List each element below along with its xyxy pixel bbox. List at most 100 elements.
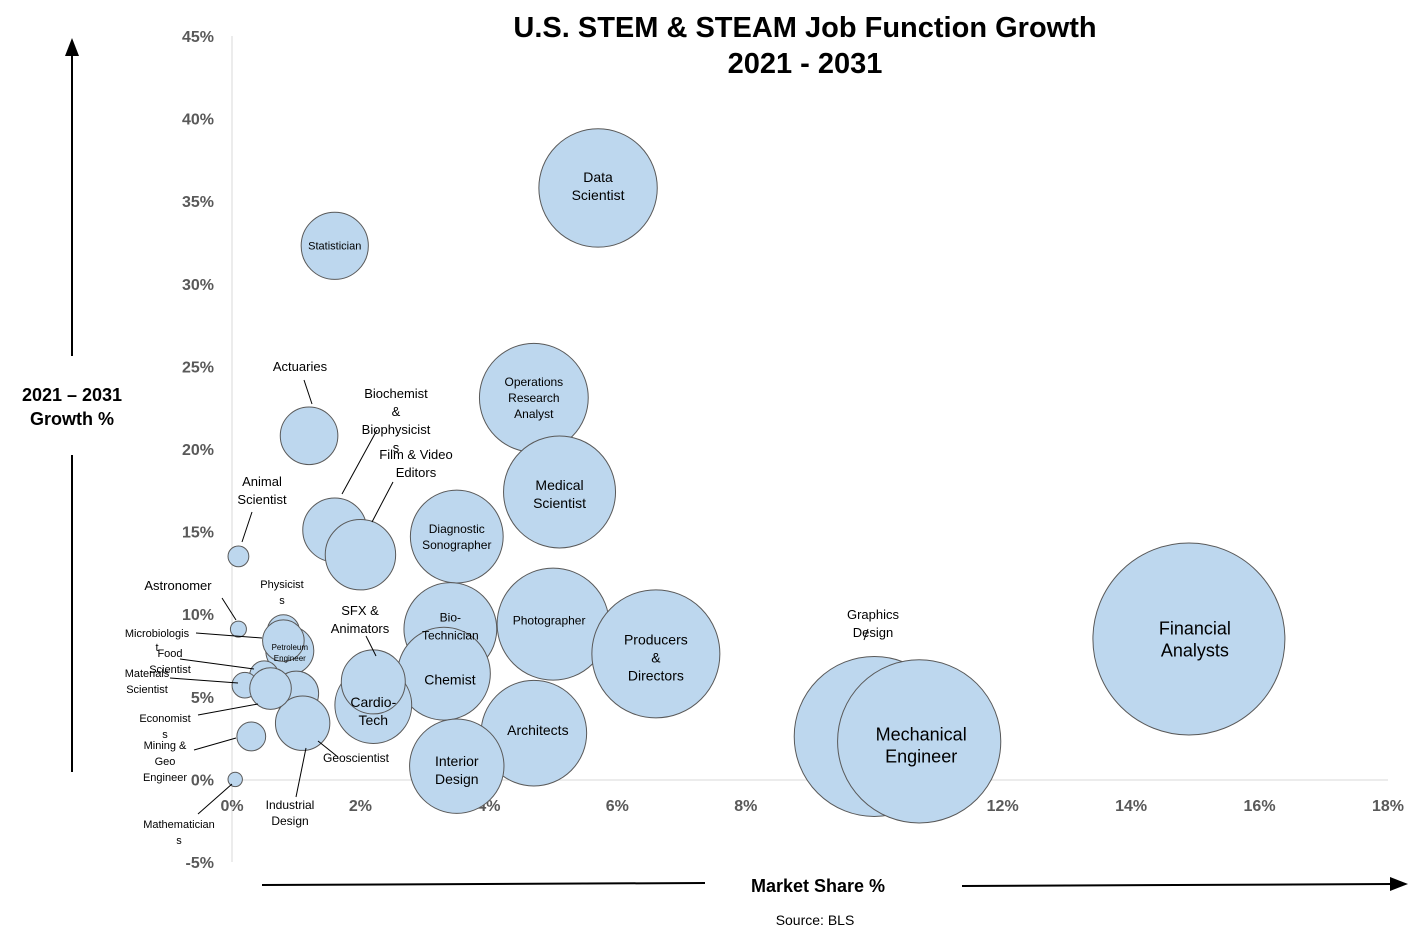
x-axis-arrow-head — [1390, 877, 1408, 891]
label-cardio-tech-line: Tech — [358, 712, 388, 728]
label-statistician-line: Statistician — [308, 241, 361, 253]
label-film-video-editors-line: Editors — [396, 465, 437, 480]
y-tick-labels: -5% 0% 5% 10% 15% 20% 25% 30% 35% 40% 45% — [182, 29, 214, 872]
label-economists-leader — [197, 703, 259, 716]
y-tick-label: 30% — [182, 277, 214, 294]
label-economists-line: Economist — [139, 713, 190, 725]
y-axis-arrow-head — [65, 38, 79, 56]
label-geoscientist-line: Geoscientist — [323, 751, 390, 765]
bubble-astronomer — [229, 620, 247, 638]
label-medical-scientist-line: Scientist — [533, 495, 586, 511]
x-axis-arrow-shaft-left — [261, 882, 706, 886]
label-astronomer-line: Astronomer — [144, 578, 212, 593]
x-tick-label: 8% — [734, 798, 757, 815]
y-axis-title-line1: 2021 – 2031 — [22, 385, 122, 405]
source-note: Source: BLS — [776, 912, 855, 928]
label-mathematicians-line: s — [176, 835, 182, 847]
label-sfx-animators-line: SFX & — [341, 603, 379, 618]
y-tick-label: 25% — [182, 359, 214, 376]
label-actuaries-line: Actuaries — [273, 359, 328, 374]
chart-subtitle: 2021 - 2031 — [728, 48, 883, 80]
label-biochemist-biophysicists-line: Biophysicist — [362, 422, 431, 437]
y-tick-label: 0% — [191, 772, 214, 789]
label-architects-line: Architects — [507, 722, 568, 738]
label-chemist-line: Chemist — [424, 672, 475, 688]
label-mechanical-engineer-line: Mechanical — [876, 725, 967, 745]
label-animal-scientist-leader — [241, 511, 253, 543]
x-axis-title: Market Share % — [751, 876, 885, 896]
label-graphics-design-line: Design — [853, 625, 893, 640]
label-industrial-design-leader — [295, 747, 307, 798]
label-mining-geo-engineer-line: Engineer — [143, 772, 187, 784]
label-interior-design-line: Design — [435, 771, 479, 787]
x-tick-label: 6% — [606, 798, 629, 815]
label-bio-technician-line: Technician — [422, 628, 479, 642]
label-materials-scientist-line: Scientist — [126, 684, 168, 696]
y-tick-label: 20% — [182, 442, 214, 459]
y-tick-label: 5% — [191, 690, 214, 707]
label-astronomer-leader — [221, 597, 237, 621]
label-interior-design-line: Interior — [435, 753, 479, 769]
label-data-scientist-line: Scientist — [572, 187, 625, 203]
y-tick-label: 10% — [182, 607, 214, 624]
label-economists-line: s — [162, 729, 168, 741]
y-tick-label: 15% — [182, 525, 214, 542]
chart-title: U.S. STEM & STEAM Job Function Growth — [513, 12, 1096, 44]
label-materials-scientist-line: Materials — [125, 668, 170, 680]
label-biochemist-biophysicists-leader — [341, 429, 378, 495]
y-tick-label: -5% — [186, 855, 214, 872]
bubble-labels: FinancialAnalystsGraphicsDesignMechanica… — [125, 169, 1231, 847]
label-medical-scientist-line: Medical — [535, 477, 583, 493]
label-operations-research-analyst-line: Operations — [504, 375, 563, 389]
bubble-diagnostic-sonographer — [409, 489, 504, 584]
x-tick-label: 14% — [1115, 798, 1147, 815]
y-tick-label: 40% — [182, 112, 214, 129]
bubble-interior-design — [409, 718, 505, 814]
label-industrial-design-line: Industrial — [266, 798, 315, 812]
label-geoscientist-leader — [317, 740, 339, 758]
x-tick-label: 0% — [220, 798, 243, 815]
bubble-statistician — [300, 211, 369, 280]
bubble-actuaries — [279, 406, 339, 466]
label-animal-scientist-line: Scientist — [237, 492, 287, 507]
label-film-video-editors-leader — [371, 481, 394, 523]
label-mining-geo-engineer-line: Mining & — [144, 740, 187, 752]
label-data-scientist-line: Data — [583, 169, 613, 185]
label-biochemist-biophysicists-line: Biochemist — [364, 386, 428, 401]
bubble-film-video-editors — [324, 519, 397, 591]
label-financial-analysts-line: Analysts — [1161, 640, 1229, 660]
label-materials-scientist-leader — [169, 677, 239, 684]
bubble-data-scientist — [538, 128, 658, 248]
x-tick-label: 2% — [349, 798, 372, 815]
label-graphics-design-leader — [863, 628, 869, 641]
bubble-geoscientist — [274, 695, 331, 751]
label-microbiologist-line: t — [155, 642, 158, 654]
bubble-industrial-design — [249, 667, 292, 710]
label-food-scientist-leader — [179, 658, 255, 670]
label-biochemist-biophysicists-line: s — [393, 440, 400, 455]
label-food-scientist-line: Scientist — [149, 664, 191, 676]
label-physicists-line: Physicist — [260, 579, 303, 591]
x-tick-label: 12% — [987, 798, 1019, 815]
label-producers-directors-line: & — [651, 650, 661, 666]
label-mechanical-engineer-line: Engineer — [885, 747, 957, 767]
x-tick-label: 16% — [1244, 798, 1276, 815]
label-cardio-tech-line: Cardio- — [350, 694, 396, 710]
bubble-microbiologist — [262, 619, 305, 662]
label-animal-scientist-line: Animal — [242, 474, 282, 489]
y-axis-title-line2: Growth % — [30, 409, 114, 429]
x-axis-arrow-shaft-right — [961, 883, 1393, 887]
label-bio-technician-line: Bio- — [440, 610, 461, 624]
label-producers-directors-line: Producers — [624, 632, 688, 648]
label-actuaries-leader — [303, 379, 313, 405]
label-graphics-design-line: Graphics — [847, 607, 900, 622]
label-operations-research-analyst-line: Research — [508, 391, 559, 405]
label-mining-geo-engineer-line: Geo — [155, 756, 176, 768]
label-film-video-editors-line: Film & Video — [379, 447, 452, 462]
bubble-financial-analysts — [1092, 542, 1286, 736]
label-microbiologist-line: Microbiologis — [125, 628, 190, 640]
y-tick-label: 45% — [182, 29, 214, 46]
label-industrial-design-line: Design — [271, 814, 308, 828]
label-photographer-line: Photographer — [513, 613, 586, 627]
